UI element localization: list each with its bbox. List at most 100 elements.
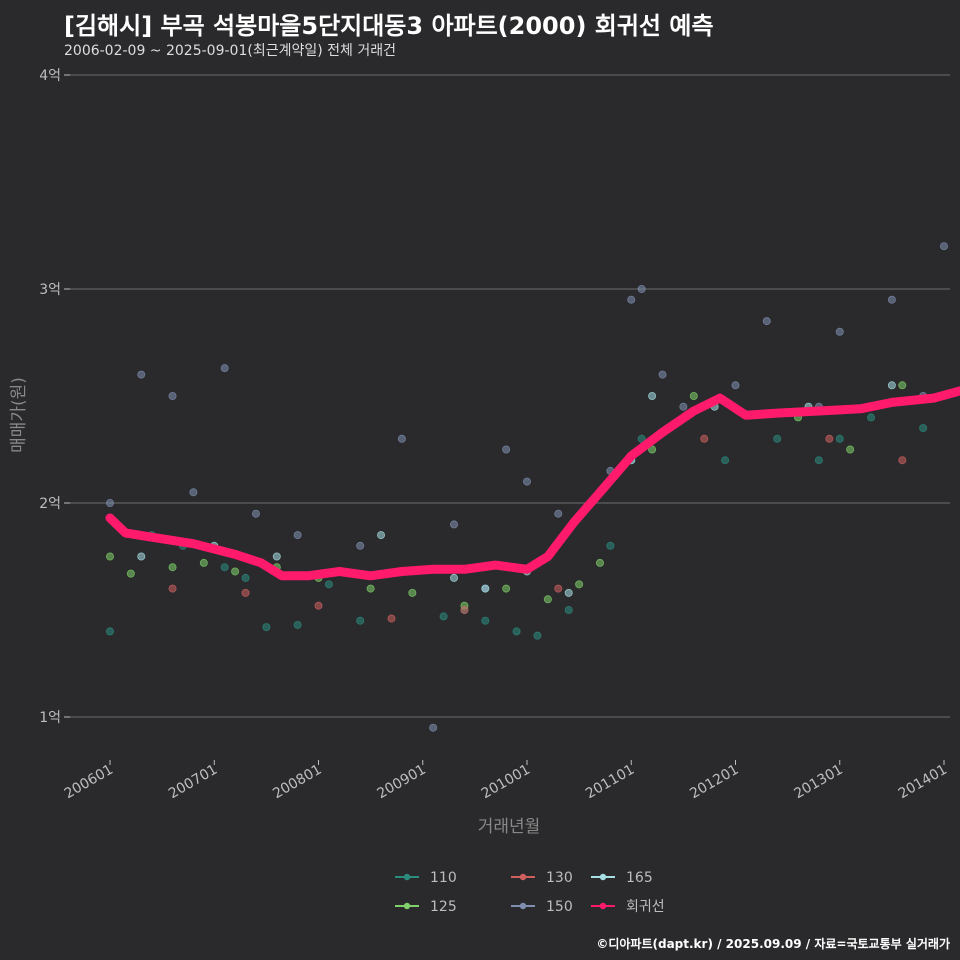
ytick-label-4: 4억 — [39, 68, 61, 84]
trend-line-layer — [105, 386, 960, 581]
legend-item-150: 150 — [511, 899, 573, 915]
trend-line — [105, 386, 960, 581]
point-150-20 — [731, 381, 740, 390]
point-110-13 — [512, 627, 521, 636]
point-150-24 — [887, 295, 896, 304]
point-125-0 — [106, 552, 115, 561]
point-150-3 — [189, 488, 198, 497]
point-150-7 — [356, 541, 365, 550]
point-125-17 — [846, 445, 855, 454]
legend-label-110: 110 — [430, 870, 457, 886]
point-150-23 — [835, 327, 844, 336]
point-110-8 — [356, 616, 365, 625]
legend-label-150: 150 — [546, 899, 573, 915]
point-130-7 — [825, 434, 834, 443]
xtick-label-200901: 200901 — [374, 762, 428, 803]
point-110-7 — [324, 580, 333, 589]
legend-item-125: 125 — [395, 899, 457, 915]
point-125-2 — [168, 563, 177, 572]
point-110-21 — [814, 456, 823, 465]
x-axis-ticks: 200601 200701 200801 200901 201001 201101 2012… — [62, 760, 950, 803]
point-125-14 — [648, 445, 657, 454]
point-150-21 — [762, 317, 771, 326]
point-130-2 — [314, 601, 323, 610]
point-150-18 — [658, 370, 667, 379]
point-150-12 — [502, 445, 511, 454]
point-150-13 — [523, 477, 532, 486]
chart-title: [김해시] 부곡 석봉마을5단지대동3 아파트(2000) 회귀선 예측 — [64, 12, 714, 40]
point-110-23 — [867, 413, 876, 422]
xtick-label-200601: 200601 — [62, 762, 116, 803]
point-125-12 — [575, 580, 584, 589]
point-150-4 — [220, 364, 229, 373]
point-150-26 — [940, 242, 949, 251]
point-150-19 — [679, 402, 688, 411]
point-130-3 — [387, 614, 396, 623]
point-110-4 — [241, 573, 250, 582]
xtick-label-201101: 201101 — [583, 762, 637, 803]
point-125-11 — [543, 595, 552, 604]
point-125-3 — [199, 558, 208, 567]
point-110-16 — [606, 541, 615, 550]
grid-layer — [70, 74, 950, 718]
point-110-12 — [481, 616, 490, 625]
legend-label-trend: 회귀선 — [626, 899, 665, 915]
point-150-1 — [137, 370, 146, 379]
ytick-label-2: 2억 — [39, 496, 61, 512]
point-130-0 — [168, 584, 177, 593]
point-110-24 — [919, 424, 928, 433]
point-125-1 — [126, 569, 135, 578]
point-165-3 — [377, 531, 386, 540]
point-165-9 — [648, 391, 657, 400]
point-150-2 — [168, 391, 177, 400]
point-150-8 — [397, 434, 406, 443]
ytick-label-1: 1억 — [39, 710, 61, 726]
point-110-19 — [721, 456, 730, 465]
xtick-label-201001: 201001 — [479, 762, 533, 803]
xtick-label-200701: 200701 — [166, 762, 220, 803]
point-125-8 — [408, 588, 417, 597]
point-110-14 — [533, 631, 542, 640]
point-110-15 — [564, 606, 573, 615]
point-125-10 — [502, 584, 511, 593]
chart-subtitle: 2006-02-09 ~ 2025-09-01(최근계약일) 전체 거래건 — [64, 43, 396, 59]
point-165-4 — [450, 573, 459, 582]
point-150-6 — [293, 531, 302, 540]
point-110-0 — [106, 627, 115, 636]
legend-label-165: 165 — [626, 870, 653, 886]
x-axis-title: 거래년월 — [478, 817, 541, 837]
ytick-label-3: 3억 — [39, 282, 61, 298]
point-125-4 — [231, 567, 240, 576]
point-125-15 — [689, 391, 698, 400]
xtick-label-201201: 201201 — [687, 762, 741, 803]
point-110-10 — [439, 612, 448, 621]
xtick-label-200801: 200801 — [270, 762, 324, 803]
xtick-label-201301: 201301 — [791, 762, 845, 803]
point-110-22 — [835, 434, 844, 443]
point-150-14 — [554, 509, 563, 518]
point-150-10 — [450, 520, 459, 529]
legend-label-125: 125 — [430, 899, 457, 915]
legend-item-110: 110 — [395, 870, 457, 886]
point-150-0 — [106, 498, 115, 507]
legend: 110 130 165 125 150 회귀선 — [395, 870, 665, 915]
point-150-17 — [637, 284, 646, 293]
point-130-4 — [460, 606, 469, 615]
point-165-12 — [887, 381, 896, 390]
point-110-6 — [293, 620, 302, 629]
point-130-6 — [700, 434, 709, 443]
point-110-20 — [773, 434, 782, 443]
point-165-7 — [564, 588, 573, 597]
point-110-3 — [220, 563, 229, 572]
legend-item-130: 130 — [511, 870, 573, 886]
y-axis-title: 매매가(원) — [9, 377, 29, 453]
point-110-5 — [262, 623, 271, 632]
point-165-0 — [137, 552, 146, 561]
y-axis-ticks: 1억 2억 3억 4억 — [39, 68, 70, 726]
point-130-1 — [241, 588, 250, 597]
footer-credit: ©디아파트(dapt.kr) / 2025.09.09 / 자료=국토교통부 실… — [596, 937, 950, 951]
xtick-label-201401: 201401 — [896, 762, 950, 803]
point-165-2 — [272, 552, 281, 561]
point-150-5 — [251, 509, 260, 518]
